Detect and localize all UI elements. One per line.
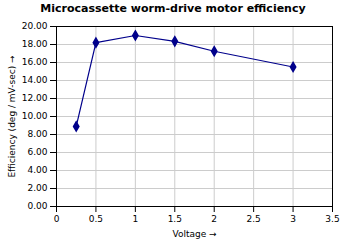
svg-text:2.5: 2.5 (246, 214, 260, 224)
svg-text:16.00: 16.00 (22, 57, 48, 67)
svg-text:18.00: 18.00 (22, 39, 48, 49)
svg-text:20.00: 20.00 (22, 21, 48, 31)
svg-text:6.00: 6.00 (27, 147, 47, 157)
svg-text:1: 1 (132, 214, 138, 224)
svg-text:Voltage →: Voltage → (172, 229, 217, 239)
svg-text:8.00: 8.00 (27, 129, 47, 139)
svg-text:0.00: 0.00 (27, 201, 47, 211)
svg-text:14.00: 14.00 (22, 75, 48, 85)
html-text:Microcassette worm-drive motor: Microcassette worm-drive motor efficienc… (40, 2, 306, 15)
svg-text:3: 3 (290, 214, 296, 224)
svg-text:0: 0 (54, 214, 60, 224)
svg-text:10.00: 10.00 (22, 111, 48, 121)
svg-text:12.00: 12.00 (22, 93, 48, 103)
svg-text:2.00: 2.00 (27, 183, 47, 193)
svg-text:2: 2 (211, 214, 217, 224)
svg-text:Efficiency (deg / mV-sec) →: Efficiency (deg / mV-sec) → (7, 55, 17, 178)
svg-text:0.5: 0.5 (89, 214, 103, 224)
svg-text:1.5: 1.5 (168, 214, 182, 224)
svg-text:3.5: 3.5 (325, 214, 339, 224)
svg-text:4.00: 4.00 (27, 165, 47, 175)
